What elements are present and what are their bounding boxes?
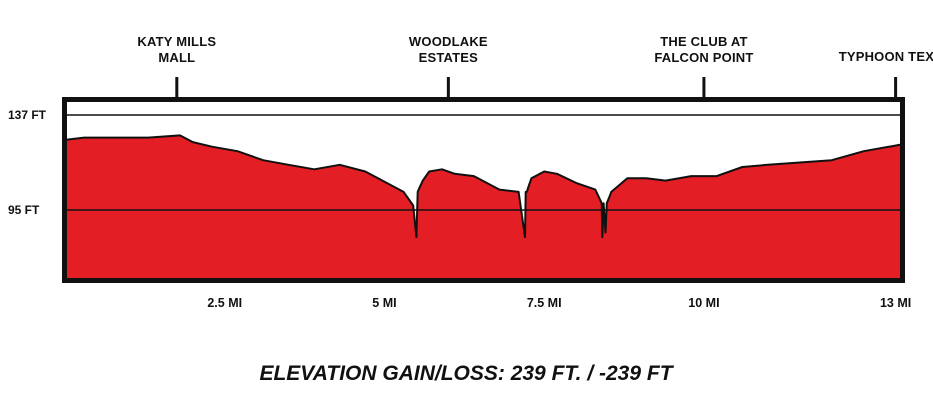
x-tick-label: 7.5 MI	[527, 296, 562, 310]
landmark-label: WOODLAKE	[409, 34, 488, 49]
plot-area	[62, 97, 905, 283]
landmark-label: TYPHOON TEXAS	[839, 49, 933, 64]
elevation-outline	[64, 134, 903, 239]
x-tick-label: 5 MI	[372, 296, 396, 310]
landmark-label: THE CLUB AT	[660, 34, 747, 49]
landmark-label: FALCON POINT	[654, 50, 753, 65]
x-tick-label: 2.5 MI	[207, 296, 242, 310]
x-tick-label: 10 MI	[688, 296, 719, 310]
y-tick-label: 137 FT	[8, 108, 47, 122]
gridlines	[65, 114, 902, 211]
landmark: TYPHOON TEXAS	[839, 49, 933, 97]
plot-frame	[62, 97, 905, 283]
landmark-label: ESTATES	[419, 50, 479, 65]
x-axis-labels: 2.5 MI 5 MI 7.5 MI 10 MI 13 MI	[207, 296, 911, 310]
landmark-label: KATY MILLS	[137, 34, 216, 49]
landmark-label: MALL	[158, 50, 195, 65]
y-tick-label: 95 FT	[8, 203, 40, 217]
x-tick-label: 13 MI	[880, 296, 911, 310]
elevation-area	[65, 135, 902, 280]
y-axis-labels: 137 FT 95 FT	[8, 108, 47, 217]
elevation-summary: ELEVATION GAIN/LOSS: 239 FT. / -239 FT	[259, 362, 674, 385]
